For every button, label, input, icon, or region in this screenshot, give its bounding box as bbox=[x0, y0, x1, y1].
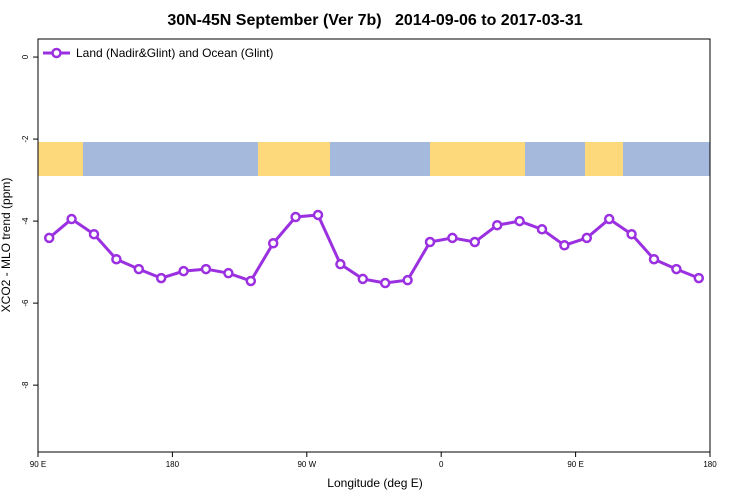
point bbox=[290, 211, 301, 223]
point bbox=[603, 213, 615, 225]
point bbox=[267, 237, 279, 249]
point bbox=[402, 274, 413, 286]
x-tick-label: 90 E bbox=[567, 460, 583, 469]
y-tick-label: -6 bbox=[21, 299, 30, 307]
point bbox=[469, 236, 481, 248]
x-tick-label: 90 E bbox=[30, 460, 46, 469]
point bbox=[491, 219, 503, 231]
point bbox=[66, 213, 77, 225]
point bbox=[379, 277, 391, 289]
point bbox=[514, 215, 525, 227]
point bbox=[245, 275, 257, 287]
point bbox=[671, 263, 682, 275]
x-tick-label: 180 bbox=[166, 460, 180, 469]
map-strip bbox=[38, 142, 710, 176]
point bbox=[200, 263, 212, 275]
point bbox=[335, 258, 346, 270]
x-tick-label: 180 bbox=[703, 460, 717, 469]
point bbox=[626, 228, 637, 240]
point bbox=[312, 209, 324, 221]
point bbox=[133, 263, 145, 275]
point bbox=[88, 228, 100, 240]
y-tick-label: 0 bbox=[21, 54, 30, 59]
point bbox=[111, 253, 122, 265]
legend-marker bbox=[51, 47, 62, 59]
point bbox=[223, 267, 234, 279]
y-axis-label: XCO2 - MLO trend (ppm) bbox=[0, 178, 13, 313]
point bbox=[447, 232, 458, 244]
point bbox=[43, 232, 55, 244]
x-tick-label: 90 W bbox=[297, 460, 316, 469]
point bbox=[178, 265, 189, 277]
point bbox=[559, 240, 570, 251]
plot-frame bbox=[37, 38, 711, 453]
point bbox=[581, 232, 593, 244]
point bbox=[424, 236, 436, 248]
y-tick-label: -8 bbox=[21, 381, 30, 389]
point bbox=[693, 272, 705, 284]
chart-title: 30N-45N September (Ver 7b) 2014-09-06 to… bbox=[167, 12, 582, 29]
x-tick-label: 0 bbox=[439, 460, 444, 469]
y-tick-label: -2 bbox=[21, 135, 30, 143]
point bbox=[536, 224, 548, 235]
y-tick-label: -4 bbox=[21, 217, 30, 225]
legend-label: Land (Nadir&Glint) and Ocean (Glint) bbox=[76, 46, 273, 60]
series-line bbox=[48, 213, 700, 285]
point bbox=[155, 272, 167, 284]
point bbox=[357, 273, 369, 285]
point bbox=[648, 253, 660, 265]
x-axis-label: Longitude (deg E) bbox=[327, 476, 422, 490]
